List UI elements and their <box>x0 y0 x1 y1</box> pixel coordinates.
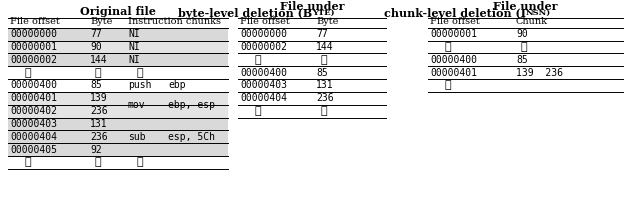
Text: 00000000: 00000000 <box>240 29 287 39</box>
Text: 00000401: 00000401 <box>10 93 57 103</box>
Text: esp, 5Ch: esp, 5Ch <box>168 132 215 142</box>
Text: YTE): YTE) <box>312 9 335 17</box>
Text: File offset: File offset <box>240 17 290 26</box>
Text: Byte: Byte <box>316 17 339 26</box>
Text: 00000001: 00000001 <box>430 29 477 39</box>
Bar <box>8 92 228 105</box>
Text: 85: 85 <box>90 81 102 91</box>
Text: ⋮: ⋮ <box>25 68 31 78</box>
Text: 00000400: 00000400 <box>10 81 57 91</box>
Text: ⋮: ⋮ <box>521 42 527 52</box>
Text: 236: 236 <box>90 132 108 142</box>
Text: Instruction chunks: Instruction chunks <box>128 17 221 26</box>
Text: ⋮: ⋮ <box>25 157 31 167</box>
Text: 00000001: 00000001 <box>10 42 57 52</box>
Bar <box>8 28 228 41</box>
Text: 00000002: 00000002 <box>240 42 287 52</box>
Bar <box>8 41 228 54</box>
Text: NI: NI <box>128 55 140 65</box>
Text: 90: 90 <box>516 29 528 39</box>
Text: NI: NI <box>128 29 140 39</box>
Text: Byte: Byte <box>90 17 113 26</box>
Text: ⋮: ⋮ <box>137 157 143 167</box>
Text: File under: File under <box>493 1 557 12</box>
Text: 00000403: 00000403 <box>10 119 57 129</box>
Text: NSN): NSN) <box>525 9 550 17</box>
Text: ⋮: ⋮ <box>321 55 327 65</box>
Text: ebp: ebp <box>168 81 186 91</box>
Text: 85: 85 <box>316 68 328 78</box>
Text: ⋮: ⋮ <box>255 55 261 65</box>
Text: 00000400: 00000400 <box>430 55 477 65</box>
Text: 00000401: 00000401 <box>430 68 477 78</box>
Text: 131: 131 <box>316 81 333 91</box>
Bar <box>8 54 228 66</box>
Text: 144: 144 <box>316 42 333 52</box>
Text: File offset: File offset <box>10 17 60 26</box>
Text: 236: 236 <box>90 106 108 116</box>
Text: Original file: Original file <box>80 6 156 17</box>
Text: 144: 144 <box>90 55 108 65</box>
Text: 00000000: 00000000 <box>10 29 57 39</box>
Text: 00000403: 00000403 <box>240 81 287 91</box>
Text: NI: NI <box>128 42 140 52</box>
Bar <box>8 143 228 156</box>
Text: byte-level deletion (B: byte-level deletion (B <box>178 8 312 19</box>
Text: 00000002: 00000002 <box>10 55 57 65</box>
Text: Chunk: Chunk <box>516 17 548 26</box>
Text: 90: 90 <box>90 42 102 52</box>
Text: 00000402: 00000402 <box>10 106 57 116</box>
Text: 00000400: 00000400 <box>240 68 287 78</box>
Bar <box>8 105 228 118</box>
Text: 85: 85 <box>516 55 528 65</box>
Bar <box>8 130 228 143</box>
Text: ⋮: ⋮ <box>137 68 143 78</box>
Text: ⋮: ⋮ <box>321 106 327 116</box>
Text: ⋮: ⋮ <box>445 81 451 91</box>
Text: 139  236: 139 236 <box>516 68 563 78</box>
Text: 131: 131 <box>90 119 108 129</box>
Text: 139: 139 <box>90 93 108 103</box>
Text: ⋮: ⋮ <box>445 42 451 52</box>
Text: 77: 77 <box>90 29 102 39</box>
Text: 00000404: 00000404 <box>10 132 57 142</box>
Bar <box>8 118 228 130</box>
Text: sub: sub <box>128 132 146 142</box>
Text: File under: File under <box>280 1 344 12</box>
Text: 77: 77 <box>316 29 328 39</box>
Text: File offset: File offset <box>430 17 480 26</box>
Text: push: push <box>128 81 152 91</box>
Text: ⋮: ⋮ <box>255 106 261 116</box>
Text: 00000405: 00000405 <box>10 145 57 155</box>
Text: chunk-level deletion (I: chunk-level deletion (I <box>383 8 525 19</box>
Text: 92: 92 <box>90 145 102 155</box>
Text: 00000404: 00000404 <box>240 93 287 103</box>
Text: mov: mov <box>128 100 146 110</box>
Text: ⋮: ⋮ <box>95 157 101 167</box>
Text: ⋮: ⋮ <box>95 68 101 78</box>
Text: ebp, esp: ebp, esp <box>168 100 215 110</box>
Text: 236: 236 <box>316 93 333 103</box>
